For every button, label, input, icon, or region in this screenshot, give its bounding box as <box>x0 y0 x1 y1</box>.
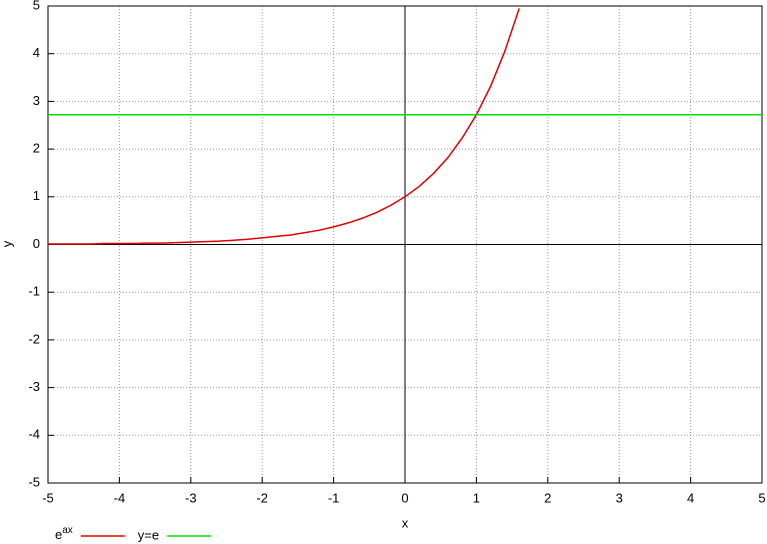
x-tick-label: -1 <box>328 490 340 505</box>
x-tick-label: -5 <box>42 490 54 505</box>
x-tick-label: -2 <box>256 490 268 505</box>
x-axis-label: x <box>402 515 409 530</box>
series-line <box>48 8 520 245</box>
y-tick-label: -5 <box>28 474 40 489</box>
legend-label: y=e <box>138 527 159 542</box>
x-tick-label: 3 <box>616 490 623 505</box>
y-tick-label: -1 <box>28 284 40 299</box>
x-tick-label: 1 <box>473 490 480 505</box>
x-tick-label: 2 <box>544 490 551 505</box>
x-tick-label: 4 <box>687 490 694 505</box>
x-tick-label: -4 <box>114 490 126 505</box>
y-tick-label: -2 <box>28 331 40 346</box>
y-tick-label: -4 <box>28 427 40 442</box>
x-tick-label: 5 <box>758 490 765 505</box>
y-tick-label: 3 <box>33 93 40 108</box>
x-tick-label: 0 <box>401 490 408 505</box>
x-tick-label: -3 <box>185 490 197 505</box>
y-tick-label: 1 <box>33 188 40 203</box>
legend-label: eax <box>55 525 73 543</box>
y-tick-label: 5 <box>33 0 40 12</box>
y-tick-label: 0 <box>33 236 40 251</box>
y-tick-label: 4 <box>33 45 40 60</box>
y-tick-label: 2 <box>33 141 40 156</box>
y-tick-label: -3 <box>28 379 40 394</box>
y-axis-label: y <box>0 240 14 247</box>
